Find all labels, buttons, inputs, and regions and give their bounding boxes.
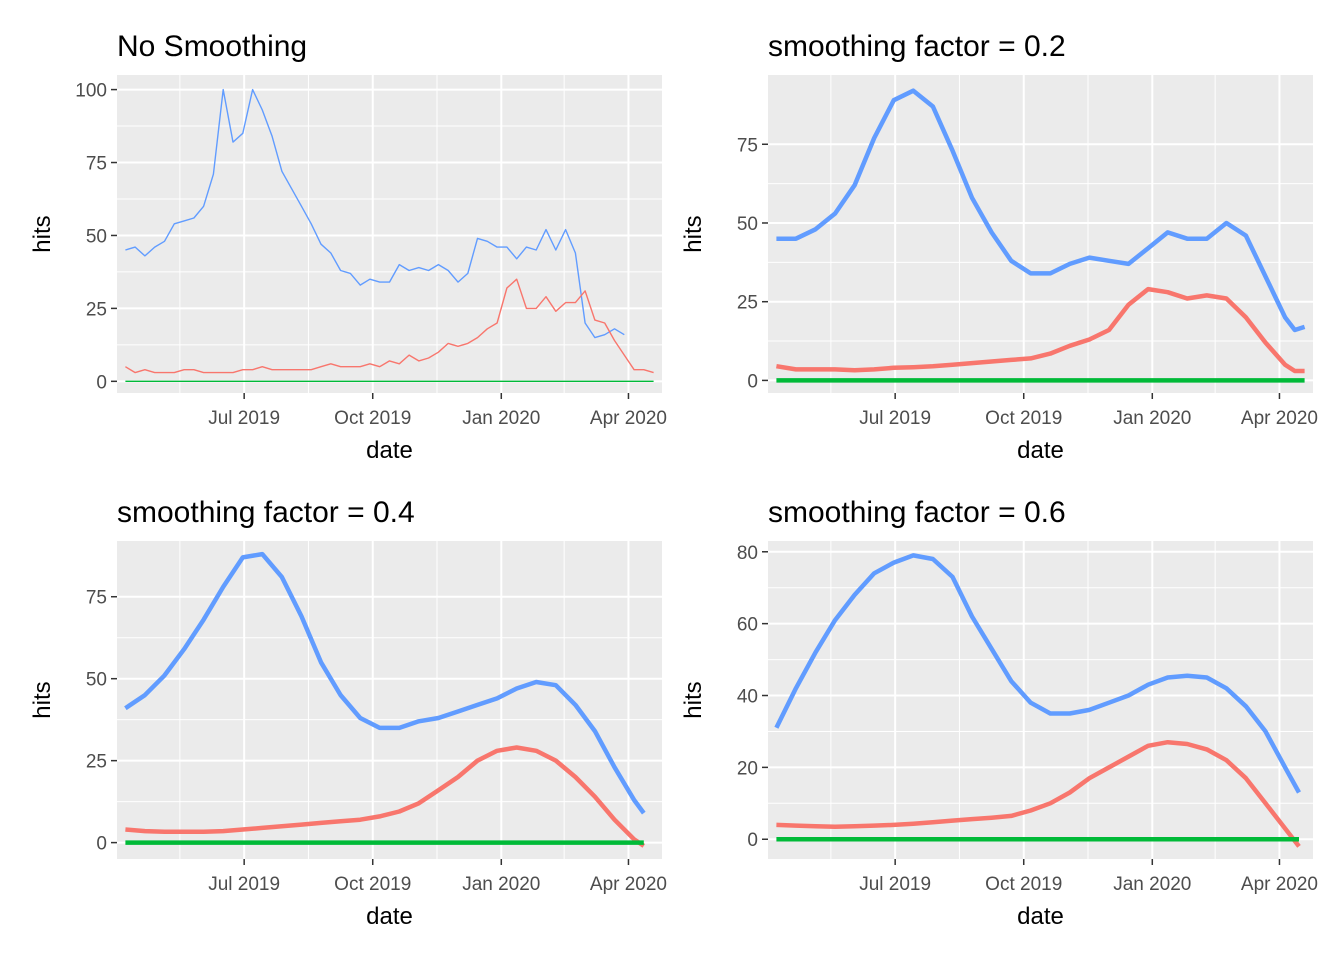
tick-label-y: 75 (86, 588, 107, 609)
chart-title: smoothing factor = 0.6 (768, 496, 1066, 529)
chart-title: No Smoothing (117, 30, 307, 63)
tick-label-y: 50 (737, 214, 758, 235)
y-axis-label: hits (680, 681, 707, 718)
x-axis-label: date (1017, 437, 1064, 464)
x-axis-label: date (1017, 903, 1064, 930)
tick-label-y: 100 (75, 81, 107, 102)
y-axis-label: hits (29, 681, 56, 718)
tick-label-x: Apr 2020 (590, 874, 667, 895)
tick-label-y: 25 (86, 752, 107, 773)
chart-svg: No Smoothing 0 25 50 75 100 Jul 2019 Oct 2019 Ja… (29, 30, 667, 464)
tick-label-y: 20 (737, 758, 758, 779)
series-line-blue (125, 88, 625, 339)
chart-title: smoothing factor = 0.4 (117, 496, 415, 529)
tick-label-x: Jan 2020 (1113, 874, 1191, 895)
tick-label-x: Jan 2020 (1113, 408, 1191, 429)
y-axis-label: hits (29, 215, 56, 252)
plot-background (768, 541, 1313, 859)
tick-label-y: 0 (96, 372, 107, 393)
tick-label-x: Jul 2019 (208, 408, 280, 429)
tick-label-y: 60 (737, 615, 758, 636)
chart-panel-no-smoothing: No Smoothing 0 25 50 75 100 Jul 2019 Oct 2019 Ja… (0, 0, 667, 465)
series-line-blue (774, 553, 1301, 794)
tick-label-y: 50 (86, 226, 107, 247)
tick-label-x: Oct 2019 (985, 874, 1062, 895)
chart-svg: smoothing factor = 0.4 0 25 50 75 Jul 2019 Oct… (29, 496, 667, 930)
tick-label-y: 50 (86, 670, 107, 691)
series-line-red (776, 286, 1305, 374)
tick-label-x: Jan 2020 (462, 408, 540, 429)
chart-panel-smoothing-0-6: smoothing factor = 0.6 0 20 40 60 80 Jul 2019 O… (651, 466, 1318, 931)
tick-label-y: 80 (737, 543, 758, 564)
plot-background (117, 75, 662, 393)
tick-label-y: 25 (737, 293, 758, 314)
series-line-red (776, 739, 1301, 848)
tick-label-y: 0 (96, 834, 107, 855)
x-axis-label: date (366, 903, 413, 930)
tick-label-y: 40 (737, 687, 758, 708)
tick-label-y: 75 (737, 135, 758, 156)
tick-label-x: Oct 2019 (334, 874, 411, 895)
tick-label-x: Oct 2019 (334, 408, 411, 429)
chart-panel-smoothing-0-2: smoothing factor = 0.2 0 25 50 75 Jul 2019 Oct… (651, 0, 1318, 465)
tick-label-x: Oct 2019 (985, 408, 1062, 429)
tick-label-x: Apr 2020 (1241, 874, 1318, 895)
chart-title: smoothing factor = 0.2 (768, 30, 1066, 63)
tick-label-x: Jul 2019 (208, 874, 280, 895)
series-line-blue (124, 551, 646, 815)
tick-label-y: 75 (86, 154, 107, 175)
tick-label-x: Apr 2020 (1241, 408, 1318, 429)
series-line-red (125, 745, 646, 848)
series-line-red (125, 278, 654, 374)
plot-background (768, 75, 1313, 393)
series-line-blue (776, 88, 1306, 333)
tick-label-y: 0 (747, 830, 758, 851)
x-axis-label: date (366, 437, 413, 464)
plot-background (117, 541, 662, 859)
tick-label-x: Apr 2020 (590, 408, 667, 429)
tick-label-y: 0 (747, 371, 758, 392)
tick-label-x: Jul 2019 (859, 408, 931, 429)
y-axis-label: hits (680, 215, 707, 252)
chart-svg: smoothing factor = 0.6 0 20 40 60 80 Jul 2019 O… (680, 496, 1318, 930)
tick-label-y: 25 (86, 299, 107, 320)
tick-label-x: Jan 2020 (462, 874, 540, 895)
chart-panel-smoothing-0-4: smoothing factor = 0.4 0 25 50 75 Jul 2019 Oct… (0, 466, 667, 931)
chart-svg: smoothing factor = 0.2 0 25 50 75 Jul 2019 Oct… (680, 30, 1318, 464)
tick-label-x: Jul 2019 (859, 874, 931, 895)
